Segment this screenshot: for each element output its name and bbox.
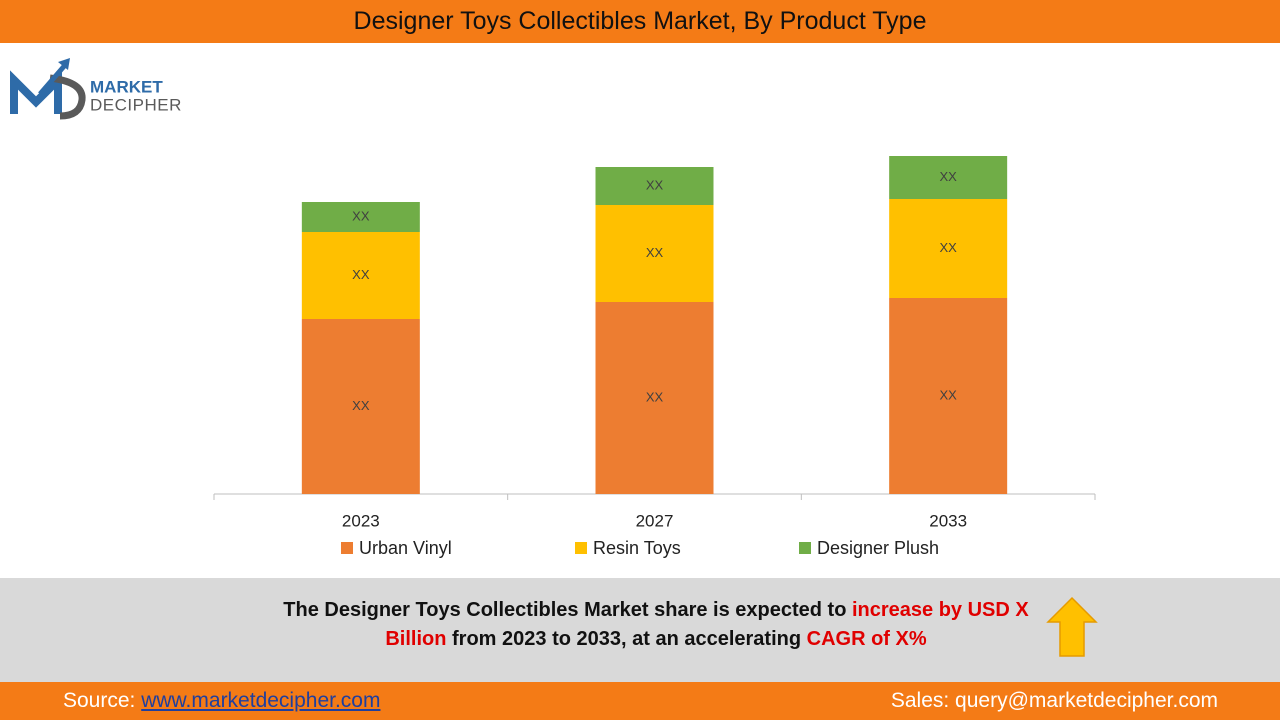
legend-label: Designer Plush — [817, 538, 939, 558]
legend-label: Urban Vinyl — [359, 538, 452, 558]
sales-contact: Sales: query@marketdecipher.com — [890, 689, 1218, 712]
logo-m — [10, 70, 62, 114]
logo-text: DECIPHER — [90, 95, 182, 114]
data-label: XX — [646, 245, 664, 260]
x-tick-label: 2027 — [636, 511, 674, 530]
source-label: Source: — [63, 689, 136, 712]
bar-segment — [889, 199, 1008, 298]
bar-segment — [301, 202, 420, 232]
data-label: XX — [939, 387, 957, 402]
data-label: XX — [352, 267, 370, 282]
summary-part: from 2023 to 2033, at an accelerating — [446, 628, 807, 650]
legend-swatch — [341, 542, 353, 554]
footer: Source: www.marketdecipher.com Sales: qu… — [0, 682, 1280, 720]
source: Source: www.marketdecipher.com — [63, 689, 380, 713]
logo: MARKET DECIPHER — [10, 58, 182, 120]
bar-segment — [301, 319, 420, 494]
data-label: XX — [352, 398, 370, 413]
x-tick-label: 2033 — [929, 511, 967, 530]
bar-segment — [595, 302, 714, 494]
summary-highlight: increase by USD X Billion — [385, 599, 1029, 650]
legend-label: Resin Toys — [593, 538, 681, 558]
data-label: XX — [939, 240, 957, 255]
data-label: XX — [939, 169, 957, 184]
summary-text: The Designer Toys Collectibles Market sh… — [268, 596, 1044, 654]
data-label: XX — [352, 208, 370, 223]
data-label: XX — [646, 389, 664, 404]
bar-segment — [595, 167, 714, 205]
logo-arrow — [38, 62, 68, 96]
bar-segment — [889, 156, 1008, 199]
legend-swatch — [575, 542, 587, 554]
data-label: XX — [646, 177, 664, 192]
arrow-shape — [1046, 596, 1098, 657]
summary-part: The Designer Toys Collectibles Market sh… — [283, 599, 852, 621]
x-tick-label: 2023 — [342, 511, 380, 530]
bar-segment — [301, 232, 420, 319]
up-arrow — [1046, 596, 1098, 657]
source-link[interactable]: www.marketdecipher.com — [141, 689, 381, 712]
chart: MARKET DECIPHER XX XX XX 2023 XX XX XX 2027 XX XX… — [10, 58, 1096, 558]
legend-swatch — [799, 542, 811, 554]
chart-title: Designer Toys Collectibles Market, By Pr… — [0, 0, 1280, 43]
logo-arrow-head — [58, 58, 70, 70]
bar-segment — [889, 298, 1008, 494]
summary-highlight: CAGR of X% — [806, 628, 927, 650]
bar-segment — [595, 205, 714, 302]
logo-d — [49, 74, 86, 120]
logo-text: MARKET — [90, 77, 163, 96]
summary-box: The Designer Toys Collectibles Market sh… — [0, 578, 1280, 682]
